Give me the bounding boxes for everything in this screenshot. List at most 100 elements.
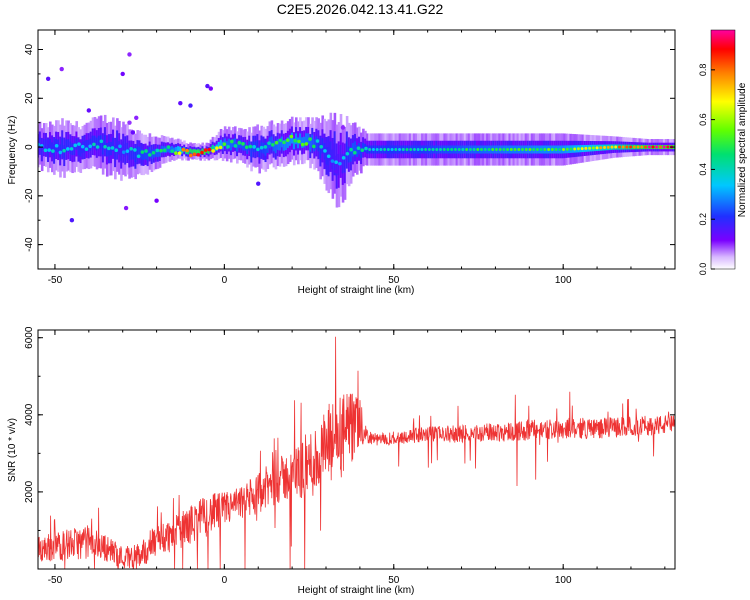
spectrogram-ridge-point: [170, 149, 174, 153]
spectrogram-inner-cell: [42, 139, 46, 150]
spectrogram-inner-cell: [191, 149, 194, 154]
spectrogram-ridge-point: [129, 146, 133, 151]
spectrogram-ridge-point: [267, 141, 271, 145]
spectrogram-ridge-point: [371, 148, 375, 151]
spectrogram-ridge-point: [192, 152, 197, 157]
spectrogram-ridge-point: [364, 146, 368, 151]
spectrogram-ridge-point: [136, 154, 141, 159]
spectrogram-ridge-point: [617, 145, 621, 149]
spectrogram-inner-cell: [57, 139, 60, 153]
spectrogram-ridge-point: [524, 148, 528, 151]
spectrogram-ridge-point: [625, 145, 629, 149]
spectrogram-inner-cell: [83, 141, 87, 153]
spectrogram-ridge-point: [528, 148, 532, 151]
colorbar-label: Normalized spectral amplitude: [737, 82, 748, 217]
spectrogram-ridge-point: [88, 144, 92, 149]
spectrogram-inner-cell: [67, 139, 70, 152]
spectrogram-ridge-point: [576, 147, 580, 151]
spectrogram-ridge-point: [155, 148, 160, 153]
spectrogram-ridge-point: [334, 160, 338, 164]
spectrogram-ridge-point: [43, 148, 48, 153]
spectrogram-ridge-point: [636, 145, 640, 149]
x-tick-label: 100: [555, 275, 572, 286]
spectrogram-ridge-point: [412, 148, 416, 151]
spectrogram-inner-cell: [351, 143, 355, 157]
spectrogram-inner-cell: [309, 140, 312, 152]
spectrogram-ridge-point: [599, 146, 603, 150]
spectrogram-ridge-point: [461, 148, 465, 151]
spectrogram-ridge-point: [390, 148, 394, 151]
spectrogram-inner-cell: [175, 146, 178, 153]
spectrogram-inner-cell: [355, 145, 359, 157]
spectrogram-ridge-point: [498, 148, 502, 151]
snr-x-ticks: -50 0 50 100: [48, 330, 666, 586]
spectrogram-ridge-point: [595, 146, 599, 150]
spectrogram-ridge-point: [211, 149, 215, 153]
spectrogram-inner-cell: [144, 149, 148, 160]
snr-y-ticks: 2000 4000 6000: [24, 326, 675, 531]
spectrogram-inner-cell: [156, 149, 160, 158]
spectrogram-ridge-point: [203, 148, 208, 152]
spectrogram-inner-cell: [130, 147, 133, 160]
spectrogram-inner-cell: [77, 143, 81, 156]
spectrogram-inner-cell: [264, 144, 268, 156]
spectrogram-inner-cell: [616, 144, 619, 150]
spectrogram-inner-cell: [419, 145, 422, 154]
spectrogram-inner-cell: [353, 141, 357, 154]
spectrogram-ridge-point: [230, 139, 234, 144]
spectrogram-ridge-point: [632, 145, 636, 149]
spectrogram-ridge-point: [248, 144, 253, 149]
x-tick-label: -50: [48, 275, 63, 286]
spectrogram-outlier: [120, 71, 125, 77]
spectrogram-ridge-point: [312, 144, 316, 149]
spectrogram-ridge-point: [554, 148, 558, 151]
x-tick-label: -50: [48, 575, 63, 586]
spectrogram-ridge-point: [189, 153, 193, 158]
spectrogram-ridge-point: [285, 138, 290, 142]
spectrogram-inner-cell: [333, 143, 337, 164]
spectrogram-inner-cell: [294, 133, 298, 145]
spectrogram-ridge-point: [151, 150, 156, 155]
spectrogram-ridge-point: [517, 148, 521, 151]
spectrogram-inner-cell: [325, 147, 329, 165]
colorbar-tick-label: 0.4: [698, 163, 708, 176]
spectrogram-inner-cell: [189, 148, 192, 153]
spectrogram-ridge-point: [386, 148, 390, 151]
spectrogram-inner-cell: [256, 140, 259, 151]
spectrogram-ridge-point: [92, 142, 96, 147]
spectrogram-inner-cell: [347, 146, 351, 163]
spectrogram-x-ticks: -50 0 50 100: [48, 30, 666, 286]
spectrogram-inner-cell: [79, 145, 83, 157]
spectrogram-ridge-point: [308, 137, 312, 141]
spectrogram-ridge-point: [535, 148, 539, 151]
spectrogram-inner-cell: [203, 150, 207, 155]
spectrogram-ridge-point: [95, 145, 100, 149]
spectrogram-inner-cell: [317, 138, 320, 152]
spectrogram-outlier: [340, 125, 346, 130]
spectrogram-inner-cell: [154, 148, 158, 157]
spectrogram-inner-cell: [166, 145, 170, 153]
spectrogram-inner-cell: [284, 139, 288, 151]
spectrogram-ridge-point: [640, 145, 644, 149]
spectrogram-ridge-point: [465, 148, 469, 151]
spectrogram-plot: -50 0 50 100 -40 -20 0 20 40 Height of straight…: [7, 29, 676, 296]
spectrogram-ridge-point: [614, 145, 618, 149]
spectrogram-ridge-point: [345, 152, 350, 156]
snr-x-label: Height of straight line (km): [298, 585, 415, 596]
spectrogram-frame: [37, 29, 676, 270]
x-tick-label: 100: [555, 575, 572, 586]
spectrogram-inner-cell: [211, 144, 215, 151]
spectrogram-ridge-point: [401, 148, 405, 151]
spectrogram-ridge-point: [159, 148, 163, 153]
spectrogram-ridge-point: [271, 143, 275, 147]
spectrogram-inner-cell: [288, 135, 292, 146]
spectrogram-inner-cell: [329, 141, 333, 161]
snr-y-label: SNR (10 * v/v): [7, 418, 18, 482]
spectrogram-inner-cell: [504, 145, 507, 154]
spectrogram-ridge-point: [360, 148, 365, 152]
spectrogram-ridge-point: [655, 145, 659, 149]
spectrogram-ridge-point: [409, 148, 413, 151]
spectrogram-inner-cell: [508, 145, 512, 154]
spectrogram-inner-cell: [278, 139, 282, 151]
spectrogram-ridge-point: [606, 145, 610, 149]
